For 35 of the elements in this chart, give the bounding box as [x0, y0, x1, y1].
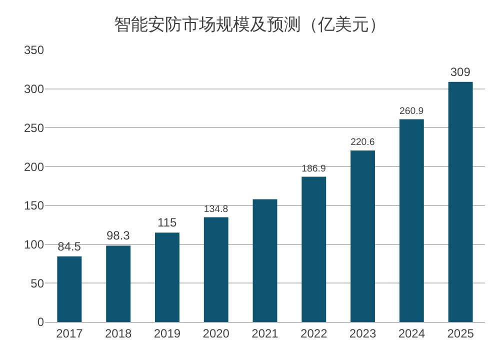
y-tick-label: 0: [37, 315, 44, 330]
x-tick-label: 2023: [349, 326, 376, 340]
y-tick-label: 350: [24, 43, 44, 58]
bar: [350, 150, 375, 322]
bar: [448, 82, 473, 322]
y-tick-label: 150: [24, 198, 44, 213]
y-tick-label: 250: [24, 120, 44, 135]
data-label: 84.5: [58, 239, 82, 254]
x-tick-label: 2018: [104, 326, 132, 340]
chart-title: 智能安防市场规模及预测（亿美元）: [114, 15, 386, 34]
data-label: 260.9: [399, 106, 424, 117]
data-label: 98.3: [106, 228, 130, 243]
y-tick-label: 200: [24, 160, 44, 174]
y-tick-label: 50: [30, 276, 44, 290]
x-tick-label: 2020: [202, 326, 230, 340]
data-label: 134.8: [204, 204, 228, 215]
data-label: 115: [157, 216, 177, 230]
bar: [252, 199, 278, 322]
bar: [204, 217, 228, 322]
bar: [399, 119, 424, 322]
y-tick-label: 300: [24, 82, 44, 96]
bar: [155, 232, 180, 322]
x-tick-label: 2021: [252, 326, 279, 340]
bar: [106, 246, 131, 322]
x-tick-label: 2022: [300, 326, 328, 340]
bar: [57, 256, 82, 322]
x-tick-label: 2025: [447, 326, 474, 340]
y-tick-label: 100: [24, 237, 44, 252]
data-label: 220.6: [350, 137, 375, 148]
bar: [302, 176, 326, 322]
data-label: 186.9: [302, 163, 326, 174]
x-tick-label: 2024: [398, 326, 426, 340]
data-label: 309: [450, 64, 471, 79]
x-tick-label: 2019: [154, 326, 181, 340]
x-tick-label: 2017: [56, 326, 84, 340]
